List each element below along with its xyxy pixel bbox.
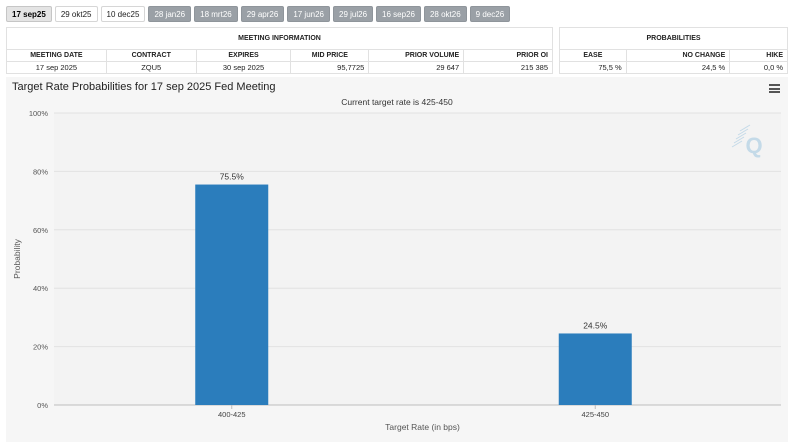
tab-17-jun26[interactable]: 17 jun26 (287, 6, 331, 22)
header-prior-volume: PRIOR VOLUME (368, 49, 465, 62)
x-tick-label: 400-425 (218, 410, 246, 419)
tab-29-okt25[interactable]: 29 okt25 (54, 6, 98, 22)
y-axis-title: Probability (12, 238, 22, 278)
y-tick-label: 40% (33, 284, 48, 293)
x-tick-label: 425-450 (581, 410, 609, 419)
tab-29-apr26[interactable]: 29 apr26 (240, 6, 285, 22)
logo-stroke (737, 128, 749, 136)
header-meeting-date: MEETING DATE (6, 49, 107, 62)
value-contract: ZQU5 (105, 61, 197, 74)
logo-stroke (735, 132, 747, 140)
header-hike: HIKE (729, 49, 788, 62)
tab-9-dec26[interactable]: 9 dec26 (469, 6, 511, 22)
probabilities-table: PROBABILITIES EASE NO CHANGE HIKE 75,5 %… (559, 27, 788, 74)
q-logo-icon: Q (745, 133, 762, 158)
value-ease: 75,5 % (559, 61, 627, 74)
tab-28-jan26[interactable]: 28 jan26 (148, 6, 192, 22)
logo-stroke (731, 140, 743, 148)
chart-subtitle: Current target rate is 425-450 (341, 97, 453, 107)
chart-title: Target Rate Probabilities for 17 sep 202… (12, 81, 276, 93)
header-no-change: NO CHANGE (625, 49, 731, 62)
value-prior-oi: 215 385 (463, 61, 553, 74)
chart-panel: 0% 20% 40% 60% 80% 100% Probability Q 75.5% 400-4… (6, 77, 788, 442)
header-ease: EASE (559, 49, 627, 62)
bar-data-label: 24.5% (583, 320, 608, 330)
probabilities-title: PROBABILITIES (559, 27, 788, 50)
value-mid-price: 95,7725 (290, 61, 370, 74)
header-mid-price: MID PRICE (290, 49, 370, 62)
meeting-information-table: MEETING INFORMATION MEETING DATE CONTRAC… (6, 27, 553, 74)
plot-area (54, 113, 781, 405)
x-axis-title: Target Rate (in bps) (385, 422, 460, 432)
tab-28-okt26[interactable]: 28 okt26 (423, 6, 467, 22)
bar-data-label: 75.5% (220, 172, 245, 182)
tab-29-jul26[interactable]: 29 jul26 (333, 6, 374, 22)
meeting-date-tabs: 17 sep25 29 okt25 10 dec25 28 jan26 18 mrt26… (6, 6, 511, 22)
logo-stroke (739, 124, 751, 132)
hamburger-menu-icon[interactable] (769, 84, 780, 93)
value-meeting-date: 17 sep 2025 (6, 61, 107, 74)
y-tick-label: 100% (29, 109, 49, 118)
bar-chart: 0% 20% 40% 60% 80% 100% Probability Q 75.5% 400-4… (12, 109, 781, 432)
logo-stroke (733, 136, 745, 144)
tab-17-sep25[interactable]: 17 sep25 (6, 6, 52, 22)
header-expires: EXPIRES (195, 49, 292, 62)
tab-10-dec25[interactable]: 10 dec25 (100, 6, 146, 22)
bar-400-425 (195, 184, 269, 405)
value-no-change: 24,5 % (625, 61, 731, 74)
value-hike: 0,0 % (729, 61, 788, 74)
header-prior-oi: PRIOR OI (463, 49, 553, 62)
bar-425-450 (558, 333, 632, 405)
value-prior-volume: 29 647 (368, 61, 465, 74)
y-tick-label: 60% (33, 226, 48, 235)
y-tick-label: 20% (33, 343, 48, 352)
tab-16-sep26[interactable]: 16 sep26 (376, 6, 421, 22)
header-contract: CONTRACT (105, 49, 197, 62)
value-expires: 30 sep 2025 (195, 61, 292, 74)
tab-18-mrt26[interactable]: 18 mrt26 (194, 6, 238, 22)
y-tick-label: 80% (33, 167, 48, 176)
y-tick-label: 0% (37, 401, 48, 410)
meeting-information-title: MEETING INFORMATION (6, 27, 553, 50)
